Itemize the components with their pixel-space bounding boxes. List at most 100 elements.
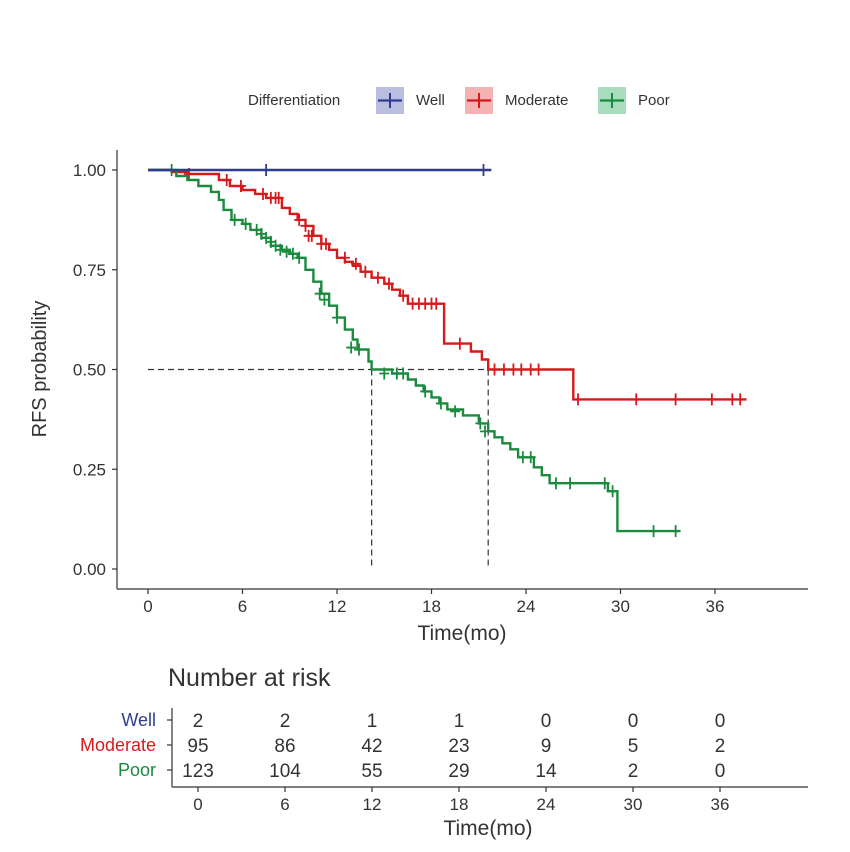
x-tick-label: 12 — [328, 597, 347, 616]
censor-mark-poor — [287, 247, 298, 260]
risk-count: 42 — [361, 736, 382, 757]
risk-count: 2 — [280, 711, 291, 732]
x-tick-label: 0 — [143, 597, 152, 616]
legend-item-well: Well — [376, 87, 445, 114]
censor-mark-poor — [332, 311, 342, 324]
risk-count: 0 — [628, 711, 639, 732]
risk-count: 86 — [274, 736, 295, 757]
risk-count: 2 — [715, 736, 726, 757]
risk-x-tick-label: 30 — [624, 795, 643, 814]
risk-x-tick-label: 6 — [280, 795, 289, 814]
x-tick-label: 18 — [422, 597, 441, 616]
censor-mark-poor — [240, 217, 251, 230]
censor-mark-poor — [607, 485, 618, 498]
censor-mark-poor — [354, 343, 365, 356]
censor-mark-moderate — [431, 297, 442, 310]
median-reference-lines — [148, 368, 489, 569]
censor-mark-moderate — [306, 229, 317, 242]
censor-mark-moderate — [706, 393, 717, 406]
censor-mark-poor — [281, 245, 292, 258]
survival-curves — [148, 164, 747, 538]
risk-count: 9 — [541, 736, 552, 757]
risk-x-tick-label: 24 — [537, 795, 556, 814]
series-poor — [148, 164, 681, 538]
censor-mark-moderate — [350, 257, 361, 270]
risk-row-poor: Poor 123 104 55 29 14 2 0 — [118, 760, 725, 782]
censor-mark-moderate — [631, 393, 642, 406]
risk-row-well: Well 2 2 1 1 0 0 0 — [121, 710, 725, 732]
legend-title: Differentiation — [248, 92, 340, 109]
censor-mark-poor — [550, 477, 561, 490]
censor-mark-moderate — [372, 271, 383, 284]
risk-row-label: Poor — [118, 760, 156, 780]
censor-mark-moderate — [300, 219, 311, 232]
censor-mark-poor — [294, 251, 305, 264]
risk-x-tick-label: 36 — [711, 795, 730, 814]
risk-row-label: Well — [121, 710, 156, 730]
legend-item-moderate: Moderate — [465, 87, 568, 114]
risk-row-moderate: Moderate 95 86 42 23 9 5 2 — [80, 735, 725, 757]
risk-count: 1 — [454, 711, 465, 732]
censor-mark-poor — [314, 287, 325, 300]
censor-mark-well — [478, 164, 489, 176]
y-axis-title: RFS probability — [29, 301, 51, 438]
censor-mark-poor — [450, 405, 461, 418]
curve-poor — [148, 168, 681, 533]
censor-mark-moderate — [398, 289, 409, 302]
censor-mark-poor — [275, 243, 286, 256]
risk-x-ticks: 0 6 12 18 24 30 36 — [193, 787, 729, 814]
legend-item-poor: Poor — [598, 87, 670, 114]
censor-mark-moderate — [383, 277, 394, 290]
risk-count: 0 — [541, 711, 552, 732]
x-axis-title: Time(mo) — [417, 622, 506, 645]
x-tick-label: 24 — [517, 597, 536, 616]
censor-mark-moderate — [320, 237, 331, 250]
risk-count: 23 — [448, 736, 469, 757]
legend-label-well: Well — [416, 92, 445, 109]
censor-mark-moderate — [572, 393, 583, 406]
risk-x-tick-label: 0 — [193, 795, 202, 814]
censor-mark-moderate — [339, 251, 350, 264]
censor-mark-poor — [565, 477, 576, 490]
risk-count: 29 — [448, 761, 469, 782]
risk-count: 2 — [628, 761, 639, 782]
risk-table-axes — [171, 708, 808, 788]
censor-mark-moderate — [273, 191, 284, 204]
risk-count: 123 — [182, 761, 214, 782]
censor-mark-poor — [599, 477, 610, 490]
censor-mark-moderate — [454, 337, 465, 350]
y-tick-label: 0.00 — [73, 560, 106, 579]
risk-count: 55 — [361, 761, 382, 782]
censor-mark-moderate — [670, 393, 681, 406]
risk-count: 95 — [187, 736, 208, 757]
risk-count: 104 — [269, 761, 301, 782]
risk-x-tick-label: 18 — [450, 795, 469, 814]
x-ticks: 0 6 12 18 24 30 36 — [143, 589, 724, 616]
y-tick-label: 0.25 — [73, 460, 106, 479]
risk-table-title: Number at risk — [168, 664, 331, 692]
censor-mark-poor — [420, 385, 431, 398]
censor-mark-moderate — [735, 393, 746, 406]
legend: Differentiation Well Moderate Poor — [248, 87, 670, 114]
censor-mark-moderate — [257, 187, 268, 200]
censor-mark-poor — [480, 425, 491, 438]
censor-mark-poor — [648, 525, 659, 538]
x-tick-label: 36 — [706, 597, 725, 616]
y-tick-label: 1.00 — [73, 161, 106, 180]
y-ticks: 0.00 0.25 0.50 0.75 1.00 — [73, 161, 117, 579]
risk-row-label: Moderate — [80, 735, 156, 755]
risk-x-axis-title: Time(mo) — [443, 817, 532, 840]
censor-mark-moderate — [294, 213, 305, 226]
risk-count: 1 — [367, 711, 378, 732]
risk-count: 0 — [715, 711, 726, 732]
risk-x-tick-label: 12 — [363, 795, 382, 814]
censor-mark-moderate — [498, 363, 509, 376]
censor-mark-poor — [319, 293, 330, 306]
censor-mark-well — [261, 164, 272, 176]
legend-label-poor: Poor — [638, 92, 670, 109]
censor-mark-poor — [670, 525, 681, 538]
curve-moderate — [148, 168, 747, 401]
censor-mark-moderate — [533, 363, 544, 376]
series-moderate — [148, 167, 747, 406]
